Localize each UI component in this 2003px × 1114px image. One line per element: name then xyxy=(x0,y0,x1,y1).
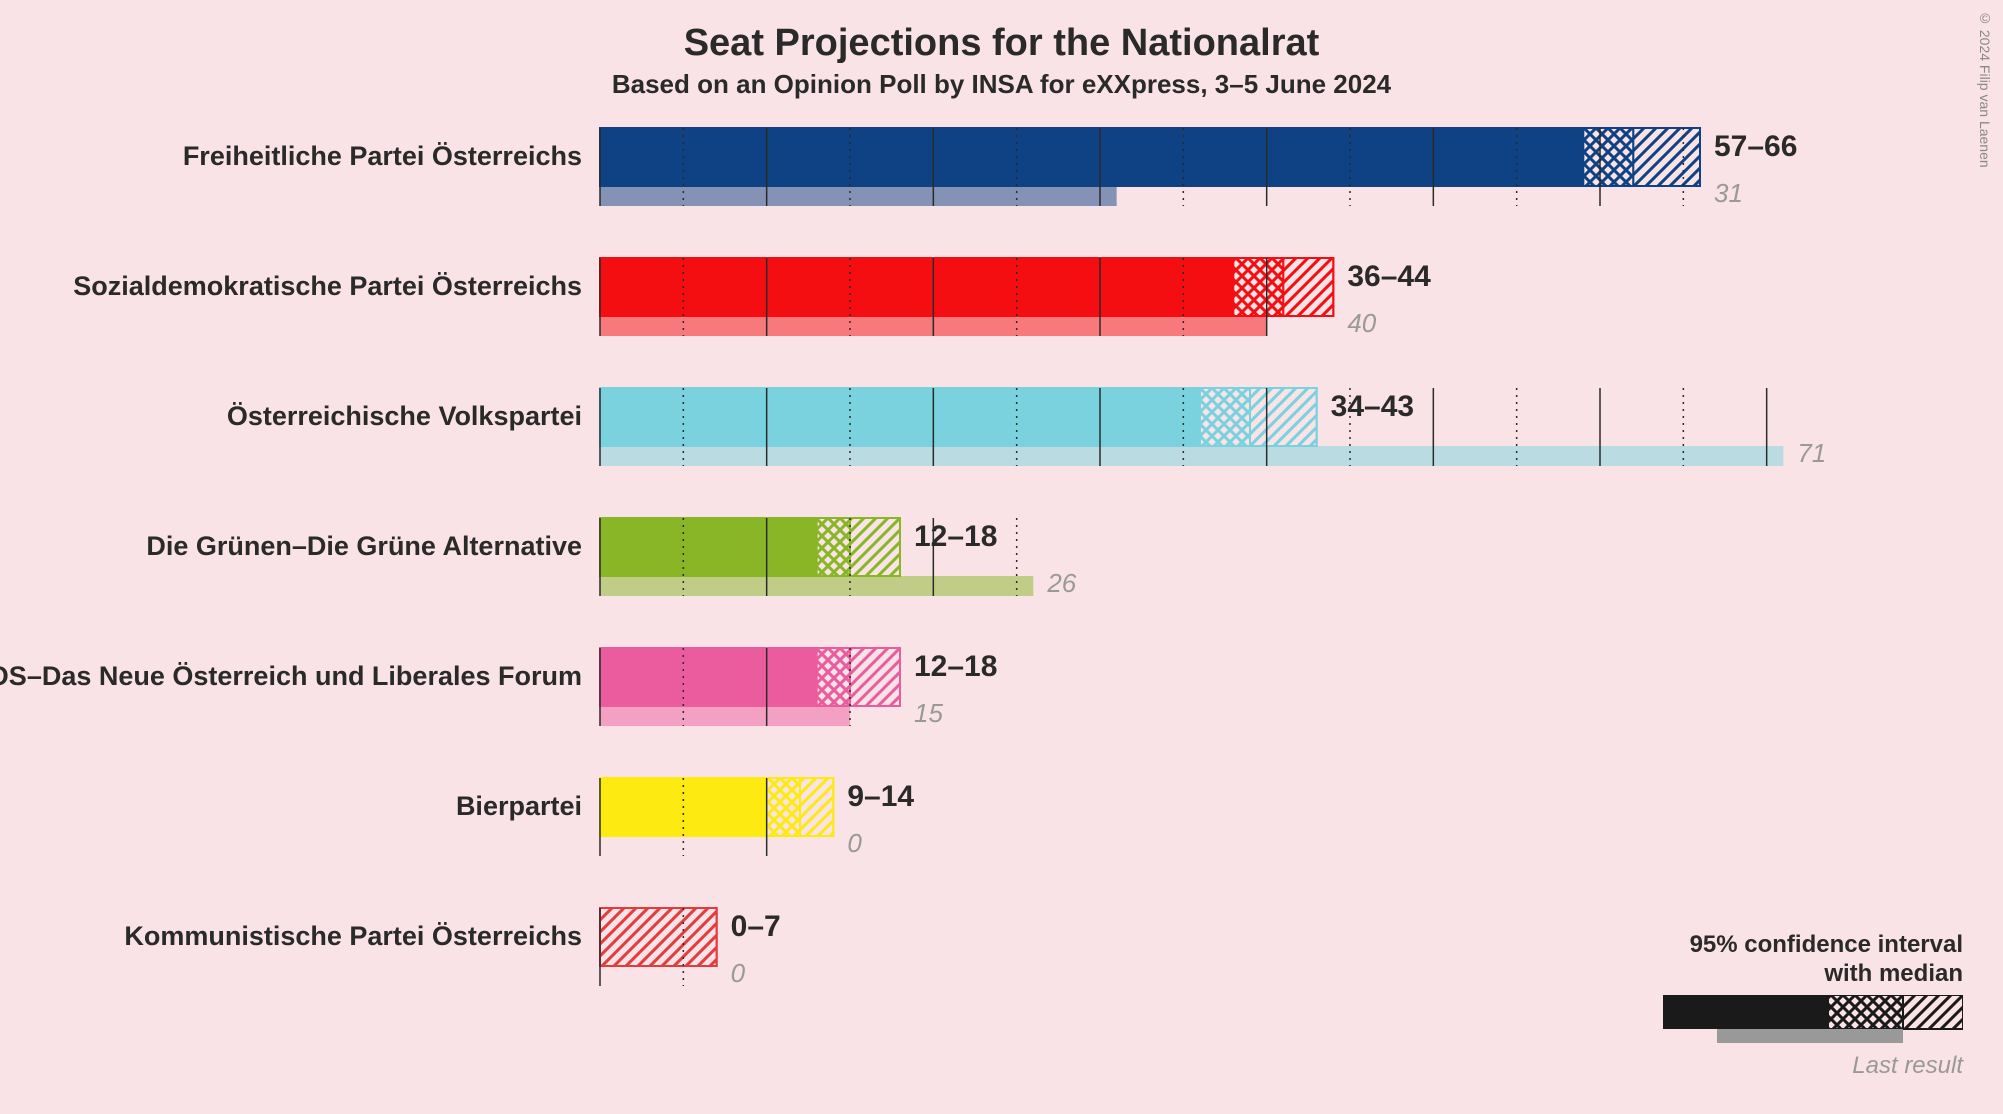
seat-bar-solid xyxy=(600,648,817,706)
seat-bar-solid xyxy=(600,388,1200,446)
last-result-bar xyxy=(600,576,1033,596)
seat-bar-crosshatch xyxy=(1233,258,1283,316)
seat-range-label: 9–14 xyxy=(847,780,914,814)
seat-range-label: 12–18 xyxy=(914,650,997,684)
seat-range-label: 34–43 xyxy=(1331,390,1414,424)
seat-range-label: 0–7 xyxy=(731,910,781,944)
seat-bar-diagonal xyxy=(850,518,900,576)
seat-range-label: 57–66 xyxy=(1714,130,1797,164)
seat-bar-diagonal xyxy=(800,778,833,836)
party-name-label: Die Grünen–Die Grüne Alternative xyxy=(146,531,582,562)
seat-bar-diagonal xyxy=(1283,258,1333,316)
seat-bar-diagonal xyxy=(850,648,900,706)
legend-last-result: Last result xyxy=(1852,1052,1963,1080)
last-result-bar xyxy=(600,186,1117,206)
seat-bar-solid xyxy=(600,518,817,576)
last-result-bar xyxy=(600,706,850,726)
party-row: Die Grünen–Die Grüne Alternative 12–18 2… xyxy=(0,510,2003,640)
party-row: Sozialdemokratische Partei Österreichs 3… xyxy=(0,250,2003,380)
seat-bar-crosshatch xyxy=(1200,388,1250,446)
party-row: NEOS–Das Neue Österreich und Liberales F… xyxy=(0,640,2003,770)
last-result-label: 31 xyxy=(1714,178,1743,209)
chart-subtitle: Based on an Opinion Poll by INSA for eXX… xyxy=(0,69,2003,100)
seat-projection-chart: Freiheitliche Partei Österreichs 57–66 3… xyxy=(0,120,2003,1030)
party-name-label: NEOS–Das Neue Österreich und Liberales F… xyxy=(0,661,582,692)
party-name-label: Freiheitliche Partei Österreichs xyxy=(183,141,582,172)
chart-title: Seat Projections for the Nationalrat xyxy=(0,0,2003,65)
last-result-label: 26 xyxy=(1047,568,1076,599)
last-result-label: 71 xyxy=(1797,438,1826,469)
party-name-label: Sozialdemokratische Partei Österreichs xyxy=(73,271,582,302)
party-row: Bierpartei 9–14 0 xyxy=(0,770,2003,900)
party-name-label: Bierpartei xyxy=(456,791,582,822)
party-name-label: Österreichische Volkspartei xyxy=(227,401,582,432)
last-result-label: 15 xyxy=(914,698,943,729)
seat-range-label: 12–18 xyxy=(914,520,997,554)
seat-bar-diagonal xyxy=(1633,128,1700,186)
party-name-label: Kommunistische Partei Österreichs xyxy=(124,921,582,952)
seat-bar-crosshatch xyxy=(817,648,850,706)
chart-legend: 95% confidence intervalwith median Last … xyxy=(1663,931,1963,1054)
party-row: Freiheitliche Partei Österreichs 57–66 3… xyxy=(0,120,2003,250)
seat-bar-diagonal xyxy=(600,908,717,966)
last-result-label: 40 xyxy=(1347,308,1376,339)
last-result-label: 0 xyxy=(731,958,745,989)
party-row: Österreichische Volkspartei 34–43 71 xyxy=(0,380,2003,510)
last-result-bar xyxy=(600,446,1783,466)
seat-bar-diagonal xyxy=(1250,388,1317,446)
seat-bar-solid xyxy=(600,128,1583,186)
legend-title: 95% confidence intervalwith median xyxy=(1663,931,1963,989)
seat-bar-solid xyxy=(600,258,1233,316)
seat-range-label: 36–44 xyxy=(1347,260,1430,294)
seat-bar-crosshatch xyxy=(767,778,800,836)
seat-bar-crosshatch xyxy=(1583,128,1633,186)
seat-bar-crosshatch xyxy=(817,518,850,576)
last-result-label: 0 xyxy=(847,828,861,859)
